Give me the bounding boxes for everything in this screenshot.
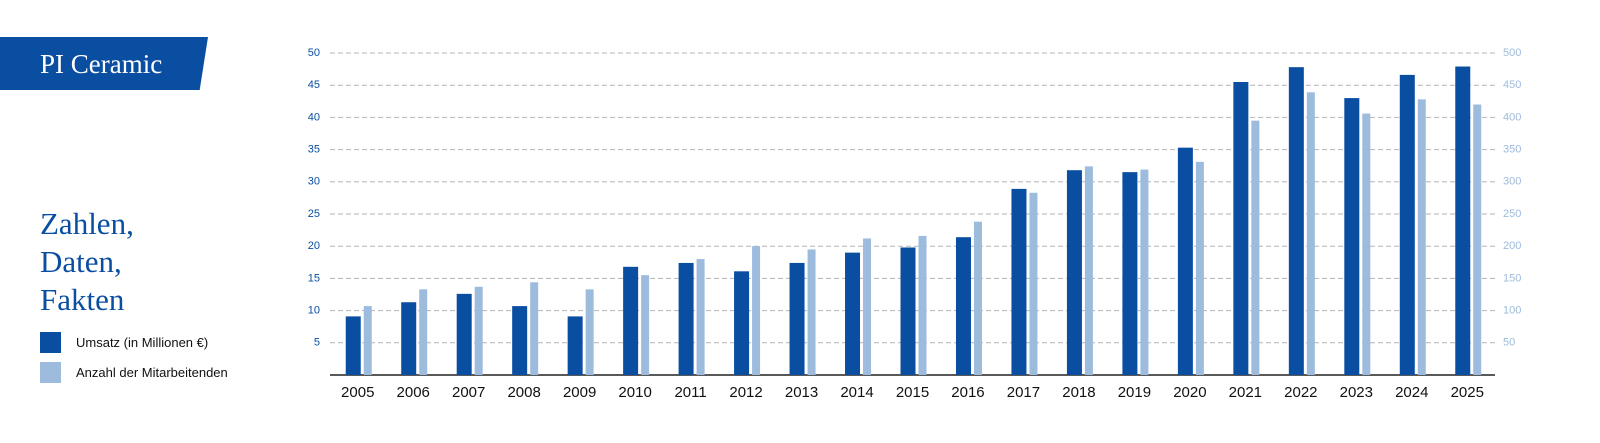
- brand-badge: PI Ceramic: [0, 37, 208, 90]
- bar: [734, 271, 750, 375]
- bar: [1362, 113, 1371, 375]
- y-tick-label: 10: [308, 305, 320, 317]
- bar: [474, 286, 483, 375]
- bar: [1344, 98, 1360, 375]
- bar: [918, 235, 927, 375]
- chart-title: Zahlen, Daten, Fakten: [40, 206, 134, 317]
- y2-tick-label: 150: [1503, 272, 1521, 284]
- y2-tick-label: 400: [1503, 111, 1521, 123]
- x-tick-label: 2014: [840, 384, 873, 401]
- x-tick-label: 2013: [785, 384, 818, 401]
- y2-tick-label: 450: [1503, 79, 1521, 91]
- legend-label: Umsatz (in Millionen €): [76, 334, 209, 350]
- bar: [973, 221, 982, 375]
- y-tick-label: 50: [308, 47, 320, 59]
- y-tick-label: 30: [308, 176, 320, 188]
- legend-label: Anzahl der Mitarbeitenden: [76, 364, 228, 380]
- legend-item: Umsatz (in Millionen €): [40, 331, 209, 353]
- brand: PI Ceramic: [40, 49, 163, 79]
- x-tick-label: 2025: [1451, 384, 1484, 401]
- x-tick-label: 2008: [507, 384, 540, 401]
- x-tick-label: 2016: [951, 384, 984, 401]
- y2-tick-label: 100: [1503, 305, 1521, 317]
- x-tick-label: 2021: [1229, 384, 1262, 401]
- bar: [1251, 120, 1260, 376]
- bar: [1177, 147, 1193, 375]
- x-tick-label: 2015: [896, 384, 929, 401]
- bar: [1084, 166, 1093, 375]
- bar: [585, 289, 594, 375]
- y2-tick-label: 300: [1503, 176, 1521, 188]
- bar: [752, 246, 761, 375]
- legend-swatch: [40, 331, 61, 353]
- x-tick-label: 2018: [1062, 384, 1095, 401]
- legend-swatch: [40, 361, 61, 383]
- bar: [789, 262, 805, 375]
- bar: [678, 262, 694, 375]
- y-tick-label: 25: [308, 208, 320, 220]
- bar: [1417, 99, 1426, 376]
- bar: [401, 302, 417, 375]
- y2-tick-label: 500: [1503, 47, 1521, 59]
- bar: [1233, 81, 1249, 375]
- x-tick-label: 2020: [1173, 384, 1206, 401]
- x-tick-label: 2012: [729, 384, 762, 401]
- bar: [345, 316, 361, 375]
- bar: [807, 249, 816, 375]
- bar: [1473, 104, 1482, 376]
- y-tick-label: 20: [308, 240, 320, 252]
- bar: [1029, 192, 1038, 375]
- y-tick-label: 35: [308, 144, 320, 156]
- x-tick-label: 2022: [1284, 384, 1317, 401]
- x-tick-label: 2017: [1007, 384, 1040, 401]
- x-tick-label: 2007: [452, 384, 485, 401]
- bar: [1195, 161, 1204, 375]
- y2-tick-label: 250: [1503, 208, 1521, 220]
- legend-item: Anzahl der Mitarbeitenden: [40, 361, 228, 383]
- y2-tick-label: 350: [1503, 144, 1521, 156]
- x-tick-label: 2023: [1340, 384, 1373, 401]
- bar: [512, 306, 528, 375]
- y-tick-label: 40: [308, 111, 320, 123]
- bar: [530, 282, 539, 375]
- bar: [1140, 169, 1149, 375]
- y2-tick-label: 50: [1503, 337, 1515, 349]
- bar: [1011, 188, 1027, 375]
- bar: [456, 293, 472, 375]
- x-tick-label: 2024: [1395, 384, 1428, 401]
- bar: [1288, 67, 1304, 375]
- x-tick-label: 2006: [397, 384, 430, 401]
- y2-tick-label: 200: [1503, 240, 1521, 252]
- x-tick-label: 2019: [1118, 384, 1151, 401]
- y-tick-label: 45: [308, 79, 320, 91]
- bar: [641, 275, 650, 375]
- x-tick-label: 2011: [674, 384, 706, 401]
- bar: [363, 306, 372, 375]
- bar: [1066, 170, 1082, 375]
- bar: [567, 316, 583, 375]
- bar: [419, 289, 428, 375]
- bar: [863, 238, 872, 375]
- y-tick-label: 15: [308, 272, 320, 284]
- bar: [1399, 74, 1415, 375]
- x-tick-label: 2010: [618, 384, 651, 401]
- x-tick-label: 2005: [341, 384, 374, 401]
- bar: [845, 252, 861, 375]
- bar: [696, 259, 705, 375]
- bar: [955, 237, 971, 375]
- bar: [1306, 92, 1315, 375]
- x-tick-label: 2009: [563, 384, 596, 401]
- bar: [900, 247, 916, 375]
- bar: [1455, 66, 1471, 376]
- bar: [1122, 172, 1138, 375]
- bar: [623, 266, 639, 375]
- y-tick-label: 5: [314, 337, 320, 349]
